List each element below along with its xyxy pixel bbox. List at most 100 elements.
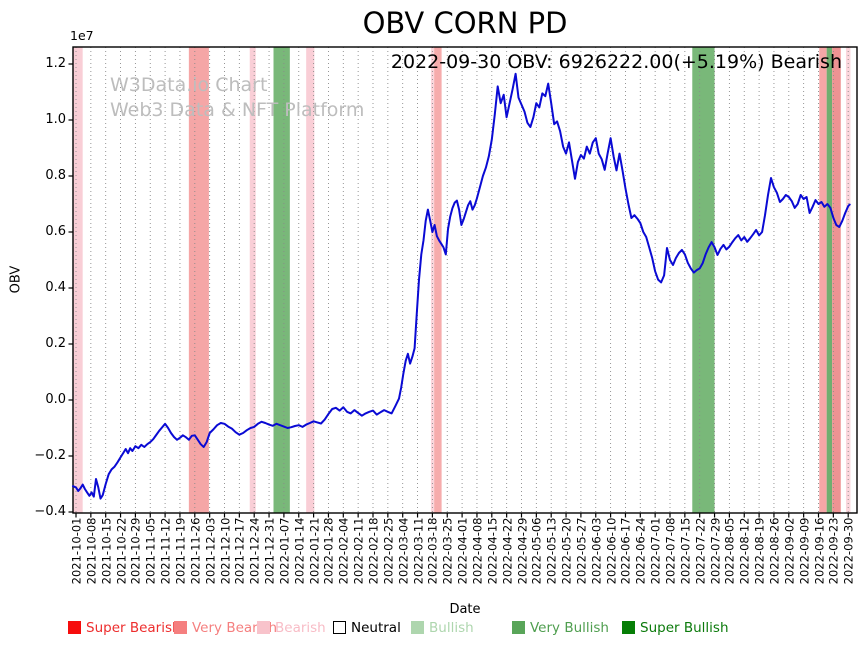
x-tick-label: 2021-10-29 — [128, 517, 143, 585]
x-tick-label: 2021-11-26 — [188, 517, 203, 585]
x-tick-label: 2022-07-15 — [678, 517, 693, 585]
legend-item-very-bearish: Very Bearish — [174, 620, 277, 636]
x-tick-label: 2022-08-19 — [752, 517, 767, 585]
y-tick-label: 1.0 — [45, 112, 66, 127]
x-tick-label: 2021-12-03 — [203, 517, 218, 585]
x-tick-label: 2022-01-07 — [277, 517, 292, 585]
legend-item-super-bearish: Super Bearish — [68, 620, 181, 636]
y-axis-multiplier: 1e7 — [70, 28, 94, 43]
x-tick-label: 2022-08-05 — [722, 517, 737, 585]
chart-title: OBV CORN PD — [362, 6, 568, 40]
x-tick-label: 2021-11-12 — [158, 517, 173, 585]
y-tick-label: 1.2 — [45, 56, 66, 71]
x-tick-label: 2022-03-25 — [440, 517, 455, 585]
signal-band-bearish — [73, 47, 83, 513]
legend-label: Neutral — [351, 620, 401, 636]
x-tick-label: 2022-07-08 — [663, 517, 678, 585]
x-tick-label: 2022-06-17 — [618, 517, 633, 585]
legend-label: Very Bearish — [192, 620, 278, 636]
signal-band-very-bearish — [188, 47, 209, 513]
x-tick-label: 2022-03-11 — [411, 517, 426, 585]
signal-band-very-bullish — [273, 47, 290, 513]
x-axis-label: Date — [449, 602, 481, 617]
y-tick-label: 0.8 — [45, 168, 66, 183]
x-tick-label: 2022-09-23 — [826, 517, 841, 585]
x-tick-label: 2022-09-09 — [797, 517, 812, 585]
legend-item-bearish: Bearish — [257, 620, 326, 636]
legend-label: Very Bullish — [530, 620, 609, 636]
x-tick-label: 2022-09-02 — [782, 517, 797, 585]
x-tick-label: 2022-05-06 — [529, 517, 544, 585]
x-tick-label: 2021-10-22 — [114, 517, 129, 585]
watermark-line2: Web3 Data & NFT Platform — [110, 99, 365, 121]
x-tick-label: 2022-06-10 — [604, 517, 619, 585]
legend-item-bullish: Bullish — [411, 620, 474, 636]
x-tick-label: 2022-04-08 — [470, 517, 485, 585]
y-axis-label: OBV — [8, 265, 24, 294]
legend-swatch-icon — [257, 621, 270, 634]
legend-swatch-icon — [68, 621, 81, 634]
y-tick-label: 0.4 — [45, 280, 66, 295]
x-tick-label: 2022-01-21 — [307, 517, 322, 585]
y-tick-label: 0.2 — [45, 336, 66, 351]
latest-value-annotation: 2022-09-30 OBV: 6926222.00(+5.19%) Beari… — [390, 51, 842, 73]
signal-band-bearish — [306, 47, 315, 513]
y-tick-label: 0.0 — [45, 392, 66, 407]
x-tick-label: 2022-04-22 — [500, 517, 515, 585]
legend-label: Bearish — [275, 620, 326, 636]
signal-band-very-bullish — [692, 47, 715, 513]
x-tick-label: 2022-02-04 — [336, 517, 351, 585]
x-tick-label: 2022-09-16 — [812, 517, 826, 585]
x-tick-label: 2022-04-29 — [515, 517, 529, 585]
obv-line — [72, 72, 851, 500]
x-tick-label: 2021-10-15 — [99, 517, 114, 585]
x-tick-label: 2021-11-19 — [173, 517, 188, 585]
x-tick-label: 2022-09-30 — [841, 517, 856, 585]
x-tick-label: 2022-08-26 — [767, 517, 782, 585]
y-tick-label: −0.2 — [34, 448, 66, 463]
signal-band-very-bullish — [826, 47, 833, 513]
signal-band-bearish — [249, 47, 256, 513]
x-tick-label: 2021-12-31 — [262, 517, 277, 585]
legend-item-neutral: Neutral — [333, 620, 401, 636]
x-tick-label: 2022-02-25 — [381, 517, 396, 585]
legend-swatch-icon — [622, 621, 635, 634]
signal-band-very-bearish — [832, 47, 841, 513]
x-tick-label: 2021-11-05 — [143, 517, 158, 585]
x-tick-label: 2022-03-18 — [425, 517, 440, 585]
axes-frame — [72, 46, 858, 514]
x-tick-label: 2022-05-13 — [544, 517, 559, 585]
x-tick-label: 2022-06-24 — [633, 517, 648, 585]
x-tick-label: 2022-02-11 — [351, 517, 366, 585]
x-tick-label: 2022-05-20 — [559, 517, 574, 585]
x-tick-label: 2021-12-10 — [218, 517, 232, 585]
signal-band-very-bearish — [434, 47, 442, 513]
legend-label: Bullish — [429, 620, 474, 636]
signal-band-very-bearish — [819, 47, 827, 513]
x-tick-label: 2021-12-24 — [247, 517, 262, 585]
x-tick-label: 2022-01-28 — [321, 517, 336, 585]
legend-swatch-icon — [411, 621, 424, 634]
x-tick-label: 2022-05-27 — [574, 517, 589, 585]
x-tick-label: 2022-02-18 — [366, 517, 381, 585]
legend-item-super-bullish: Super Bullish — [622, 620, 729, 636]
legend-swatch-icon — [333, 621, 346, 634]
x-tick-label: 2021-10-01 — [69, 517, 84, 585]
legend-label: Super Bullish — [640, 620, 729, 636]
watermark-line1: W3Data.io Chart — [110, 74, 268, 96]
y-tick-label: −0.4 — [34, 504, 66, 519]
x-tick-label: 2022-03-04 — [396, 517, 411, 585]
x-tick-label: 2022-04-15 — [485, 517, 500, 585]
legend-swatch-icon — [512, 621, 525, 634]
x-tick-label: 2022-07-29 — [708, 517, 723, 585]
x-tick-label: 2022-07-22 — [693, 517, 708, 585]
legend-swatch-icon — [174, 621, 187, 634]
y-tick-label: 0.6 — [45, 224, 66, 239]
legend-item-very-bullish: Very Bullish — [512, 620, 609, 636]
legend-label: Super Bearish — [86, 620, 181, 636]
x-tick-label: 2021-12-17 — [232, 517, 247, 585]
x-tick-label: 2022-06-03 — [589, 517, 604, 585]
x-tick-label: 2022-01-14 — [292, 517, 307, 585]
